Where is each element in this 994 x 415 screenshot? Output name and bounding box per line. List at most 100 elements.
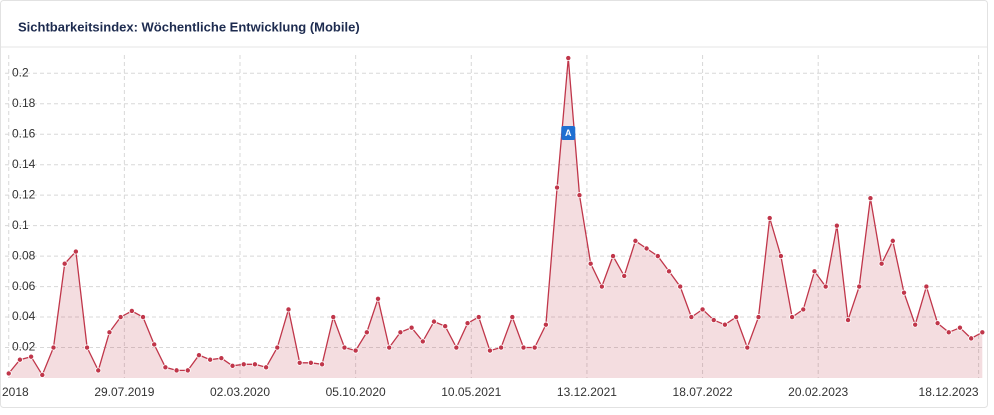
data-point — [72, 248, 79, 255]
x-tick-label: 2018 — [2, 385, 29, 399]
data-point — [845, 317, 852, 324]
data-point — [755, 314, 762, 321]
data-point — [968, 335, 975, 342]
data-point — [61, 260, 68, 267]
y-tick-label: 0.2 — [12, 65, 29, 79]
data-point — [319, 361, 326, 368]
data-point — [195, 352, 202, 359]
data-point — [128, 307, 135, 314]
x-tick-label: 02.03.2020 — [210, 385, 270, 399]
data-point — [173, 367, 180, 374]
data-point — [397, 329, 404, 336]
data-point — [285, 306, 292, 313]
data-point — [531, 344, 538, 351]
data-point — [375, 295, 382, 302]
data-point — [554, 184, 561, 191]
data-point — [822, 283, 829, 290]
data-point — [486, 347, 493, 354]
data-point — [28, 353, 35, 360]
x-tick-label: 29.07.2019 — [94, 385, 154, 399]
y-tick-label: 0.1 — [12, 218, 29, 232]
data-point — [106, 329, 113, 336]
data-point — [945, 329, 952, 336]
data-point — [934, 320, 941, 327]
y-tick-label: 0.14 — [12, 157, 36, 171]
data-point — [833, 222, 840, 229]
data-point — [263, 364, 270, 371]
data-point — [475, 314, 482, 321]
data-point — [274, 344, 281, 351]
data-point — [498, 344, 505, 351]
y-tick-label: 0.16 — [12, 126, 36, 140]
data-point — [442, 323, 449, 330]
data-point — [453, 344, 460, 351]
x-tick-label: 05.10.2020 — [326, 385, 386, 399]
data-point — [900, 289, 907, 296]
data-point — [542, 321, 549, 328]
y-tick-label: 0.12 — [12, 187, 36, 201]
data-point — [721, 321, 728, 328]
x-tick-label: 18.12.2023 — [919, 385, 979, 399]
data-point — [307, 359, 314, 366]
data-point — [251, 361, 258, 368]
annotation-badge — [561, 126, 576, 140]
data-point — [621, 272, 628, 279]
data-point — [766, 215, 773, 222]
x-tick-label: 13.12.2021 — [557, 385, 617, 399]
data-point — [16, 356, 23, 363]
data-point — [789, 314, 796, 321]
data-point — [889, 237, 896, 244]
data-point — [744, 344, 751, 351]
data-point — [777, 253, 784, 260]
data-point — [95, 367, 102, 374]
data-point — [587, 260, 594, 267]
data-point — [229, 362, 236, 369]
data-point — [509, 314, 516, 321]
y-tick-label: 0.02 — [12, 340, 36, 354]
data-point — [811, 268, 818, 275]
series-line — [8, 57, 983, 377]
data-point — [5, 370, 12, 377]
y-tick-label: 0.04 — [12, 309, 36, 323]
data-point — [856, 283, 863, 290]
annotation-label: A — [565, 128, 572, 138]
data-point — [632, 237, 639, 244]
data-point — [912, 321, 919, 328]
data-point — [117, 314, 124, 321]
data-point — [430, 318, 437, 325]
data-point — [688, 314, 695, 321]
data-point — [140, 314, 147, 321]
y-tick-label: 0.06 — [12, 279, 36, 293]
data-point — [878, 260, 885, 267]
data-point — [956, 324, 963, 331]
data-point — [654, 253, 661, 260]
data-point — [665, 268, 672, 275]
card — [0, 0, 988, 408]
data-point — [39, 371, 46, 378]
x-tick-label: 18.07.2022 — [673, 385, 733, 399]
data-point — [610, 253, 617, 260]
data-point — [162, 364, 169, 371]
data-point — [520, 344, 527, 351]
data-point — [979, 329, 986, 336]
data-point — [352, 347, 359, 354]
data-point — [565, 55, 572, 62]
data-point — [598, 283, 605, 290]
data-point — [576, 192, 583, 199]
y-tick-label: 0.08 — [12, 248, 36, 262]
data-point — [363, 329, 370, 336]
data-point — [408, 324, 415, 331]
data-point — [184, 367, 191, 374]
data-point — [330, 314, 337, 321]
data-point — [643, 245, 650, 252]
data-point — [240, 361, 247, 368]
data-point — [386, 344, 393, 351]
data-point — [419, 338, 426, 345]
y-tick-label: 0.18 — [12, 96, 36, 110]
data-point — [218, 355, 225, 362]
data-point — [677, 283, 684, 290]
x-tick-label: 20.02.2023 — [788, 385, 848, 399]
chart-title: Sichtbarkeitsindex: Wöchentliche Entwick… — [18, 19, 360, 34]
